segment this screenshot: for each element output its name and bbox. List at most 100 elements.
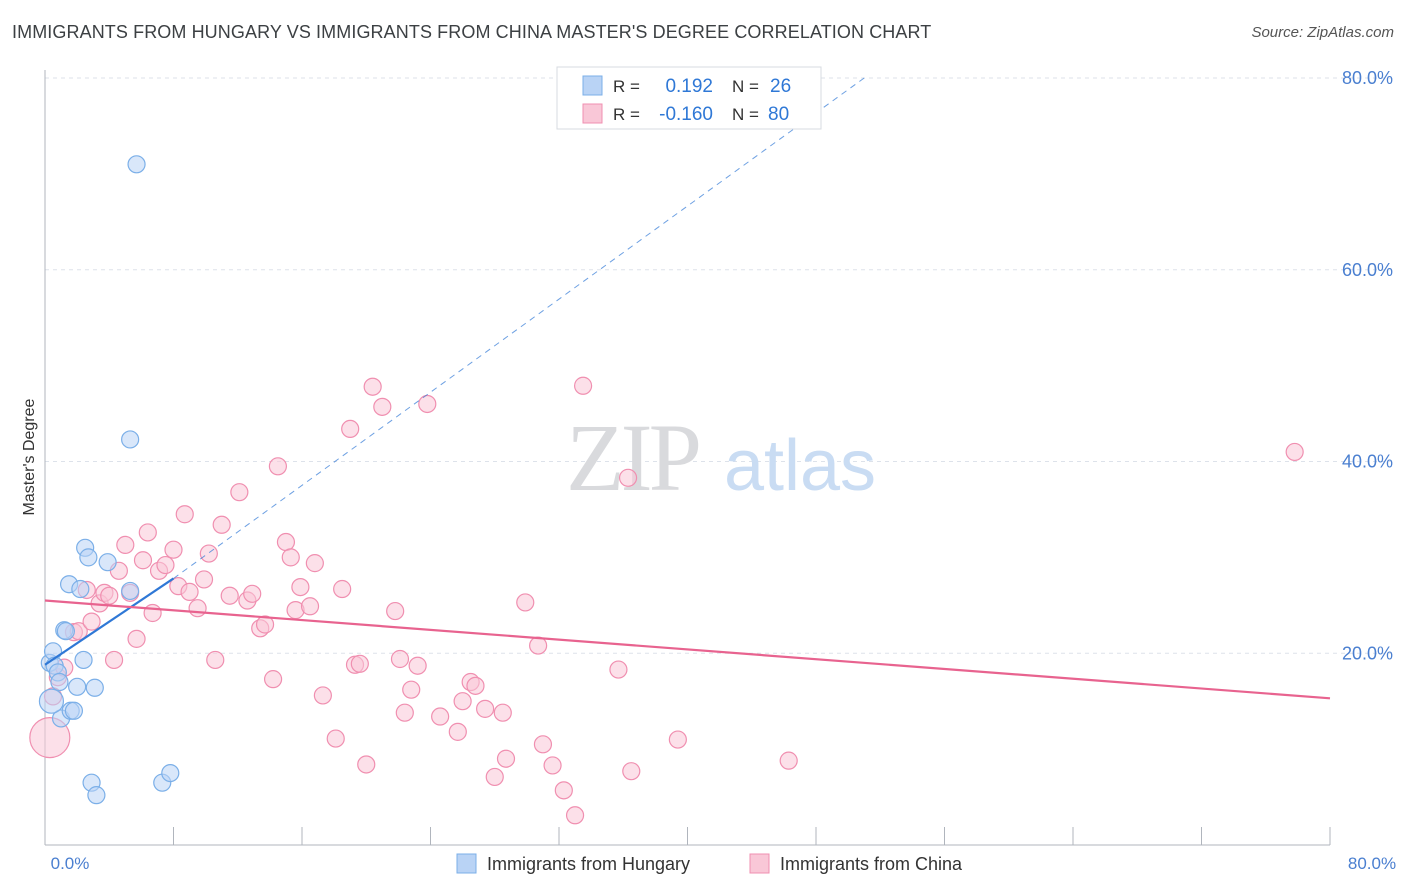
watermark: ZIP atlas — [566, 404, 876, 511]
china-point-51 — [363, 377, 382, 396]
hungary-r-label: R = — [613, 77, 640, 96]
china-n-label: N = — [732, 105, 759, 124]
x-tick-label-max: 80.0% — [1348, 854, 1396, 873]
china-point-45 — [326, 729, 345, 748]
hungary-swatch — [582, 75, 603, 96]
china-point-24 — [180, 582, 199, 601]
watermark-atlas: atlas — [724, 426, 876, 506]
china-point-29 — [212, 515, 231, 534]
china-n-value: 80 — [768, 104, 789, 125]
china-point-56 — [402, 680, 421, 699]
china-point-54 — [390, 649, 410, 669]
china-point-72 — [554, 781, 573, 800]
hungary-trend-line — [44, 577, 175, 666]
china-point-30 — [220, 586, 239, 605]
y-tick-label-20: 20.0% — [1342, 643, 1393, 663]
china-point-67 — [496, 749, 516, 768]
china-point-37 — [268, 457, 288, 476]
china-r-label: R = — [613, 105, 640, 124]
china-point-15 — [127, 629, 146, 648]
series-legend: Immigrants from Hungary Immigrants from … — [456, 853, 963, 874]
y-tick-labels: 20.0% 40.0% 60.0% 80.0% — [1342, 68, 1393, 663]
china-point-23 — [175, 505, 194, 524]
stats-legend: R = 0.192 N = 26 R = -0.160 N = 80 — [556, 66, 822, 130]
hungary-point-17 — [85, 678, 104, 697]
china-point-75 — [609, 660, 628, 679]
china-point-41 — [291, 577, 310, 597]
y-tick-label-80: 80.0% — [1342, 68, 1393, 88]
china-point-25 — [188, 599, 207, 618]
hungary-r-value: 0.192 — [665, 76, 713, 97]
china-point-57 — [408, 656, 427, 675]
china-point-80 — [1285, 442, 1304, 462]
china-point-46 — [333, 579, 352, 599]
china-point-76 — [618, 468, 638, 487]
china-point-36 — [263, 670, 283, 689]
china-point-47 — [341, 419, 360, 439]
legend-china-swatch — [749, 853, 770, 874]
china-point-43 — [305, 554, 324, 573]
hungary-point-19 — [98, 553, 117, 572]
china-point-77 — [622, 762, 641, 781]
china-point-31 — [230, 483, 249, 502]
grid-lines — [45, 77, 1392, 654]
hungary-point-7 — [56, 622, 75, 641]
hungary-point-12 — [71, 579, 90, 599]
china-point-38 — [276, 532, 296, 552]
china-swatch — [582, 103, 603, 124]
hungary-n-label: N = — [732, 77, 759, 96]
y-tick-label-60: 60.0% — [1342, 260, 1393, 280]
legend-china-label: Immigrants from China — [780, 854, 963, 874]
china-points — [29, 376, 1304, 825]
china-point-49 — [350, 654, 369, 673]
china-point-0 — [29, 717, 71, 759]
china-point-58 — [418, 394, 437, 414]
hungary-point-21 — [121, 581, 140, 601]
china-point-11 — [104, 650, 124, 670]
chart-title: IMMIGRANTS FROM HUNGARY VS IMMIGRANTS FR… — [12, 22, 932, 42]
china-point-17 — [138, 523, 157, 542]
hungary-point-15 — [79, 548, 98, 567]
china-point-26 — [194, 570, 214, 589]
china-point-21 — [164, 540, 183, 559]
china-point-33 — [243, 584, 262, 603]
y-tick-label-40: 40.0% — [1342, 452, 1393, 472]
china-point-78 — [668, 730, 687, 749]
china-point-61 — [453, 692, 472, 711]
china-point-28 — [206, 650, 225, 670]
hungary-point-4 — [50, 672, 69, 692]
china-point-64 — [476, 699, 495, 718]
hungary-point-24 — [161, 763, 180, 783]
china-trend-line — [44, 599, 1331, 700]
china-r-value: -0.160 — [659, 104, 713, 125]
china-point-71 — [543, 756, 562, 775]
watermark-zip: ZIP — [566, 404, 699, 511]
china-point-20 — [156, 555, 175, 575]
source-credit: Source: ZipAtlas.com — [1251, 24, 1394, 41]
china-point-53 — [386, 601, 405, 621]
china-point-7 — [82, 612, 101, 631]
legend-hungary-label: Immigrants from Hungary — [487, 854, 690, 874]
hungary-point-25 — [38, 688, 65, 714]
china-point-39 — [281, 548, 300, 567]
china-point-50 — [357, 755, 376, 774]
china-point-42 — [300, 597, 320, 616]
hungary-point-18 — [87, 786, 106, 805]
x-ticks — [44, 827, 1331, 845]
trend-lines — [44, 77, 1331, 700]
china-point-52 — [373, 397, 392, 416]
y-axis-title: Master's Degree — [21, 398, 38, 515]
china-point-60 — [448, 722, 467, 741]
china-point-13 — [116, 535, 135, 555]
china-point-18 — [143, 603, 162, 623]
china-point-16 — [133, 551, 153, 570]
china-point-79 — [779, 751, 798, 770]
hungary-point-22 — [127, 155, 146, 174]
legend-hungary-swatch — [456, 853, 477, 874]
china-point-65 — [485, 767, 504, 787]
hungary-point-20 — [121, 430, 140, 449]
china-point-10 — [100, 586, 119, 605]
x-tick-label-min: 0.0% — [51, 854, 90, 873]
hungary-point-10 — [64, 701, 84, 720]
